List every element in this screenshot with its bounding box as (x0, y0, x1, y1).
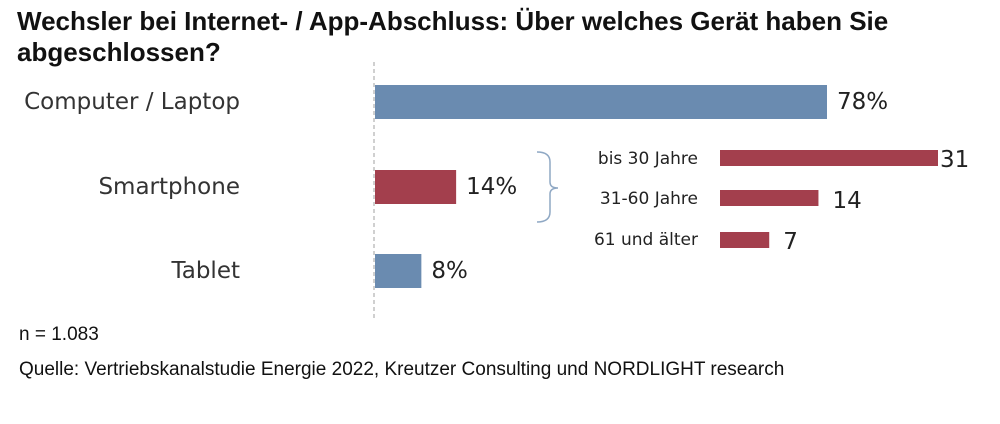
source-note: Quelle: Vertriebskanalstudie Energie 202… (19, 359, 785, 380)
breakdown-label-61-und-aelter: 61 und älter (594, 230, 698, 250)
breakdown-bar-bis-30-jahre (720, 150, 938, 166)
breakdown-bar-61-und-aelter (720, 232, 770, 248)
breakdown-value-bis-30-jahre: 31 (940, 147, 969, 173)
category-label-computer-laptop: Computer / Laptop (24, 89, 240, 115)
breakdown-bar-31-60-jahre (720, 190, 819, 206)
value-label-tablet: 8% (431, 258, 468, 284)
sample-size-note: n = 1.083 (19, 324, 99, 345)
bar-computer-laptop (375, 85, 827, 119)
category-label-tablet: Tablet (171, 258, 241, 284)
bar-smartphone (375, 170, 457, 204)
bar-tablet (375, 254, 422, 288)
breakdown-label-bis-30-jahre: bis 30 Jahre (598, 149, 698, 169)
chart-title: Wechsler bei Internet- / App-Abschluss: … (17, 6, 889, 67)
breakdown-value-61-und-aelter: 7 (783, 229, 798, 255)
value-label-smartphone: 14% (466, 174, 517, 200)
breakdown-label-31-60-jahre: 31-60 Jahre (600, 189, 698, 209)
category-label-smartphone: Smartphone (98, 174, 240, 200)
value-label-computer-laptop: 78% (837, 89, 888, 115)
breakdown-value-31-60-jahre: 14 (832, 188, 861, 214)
curly-brace (536, 151, 559, 223)
